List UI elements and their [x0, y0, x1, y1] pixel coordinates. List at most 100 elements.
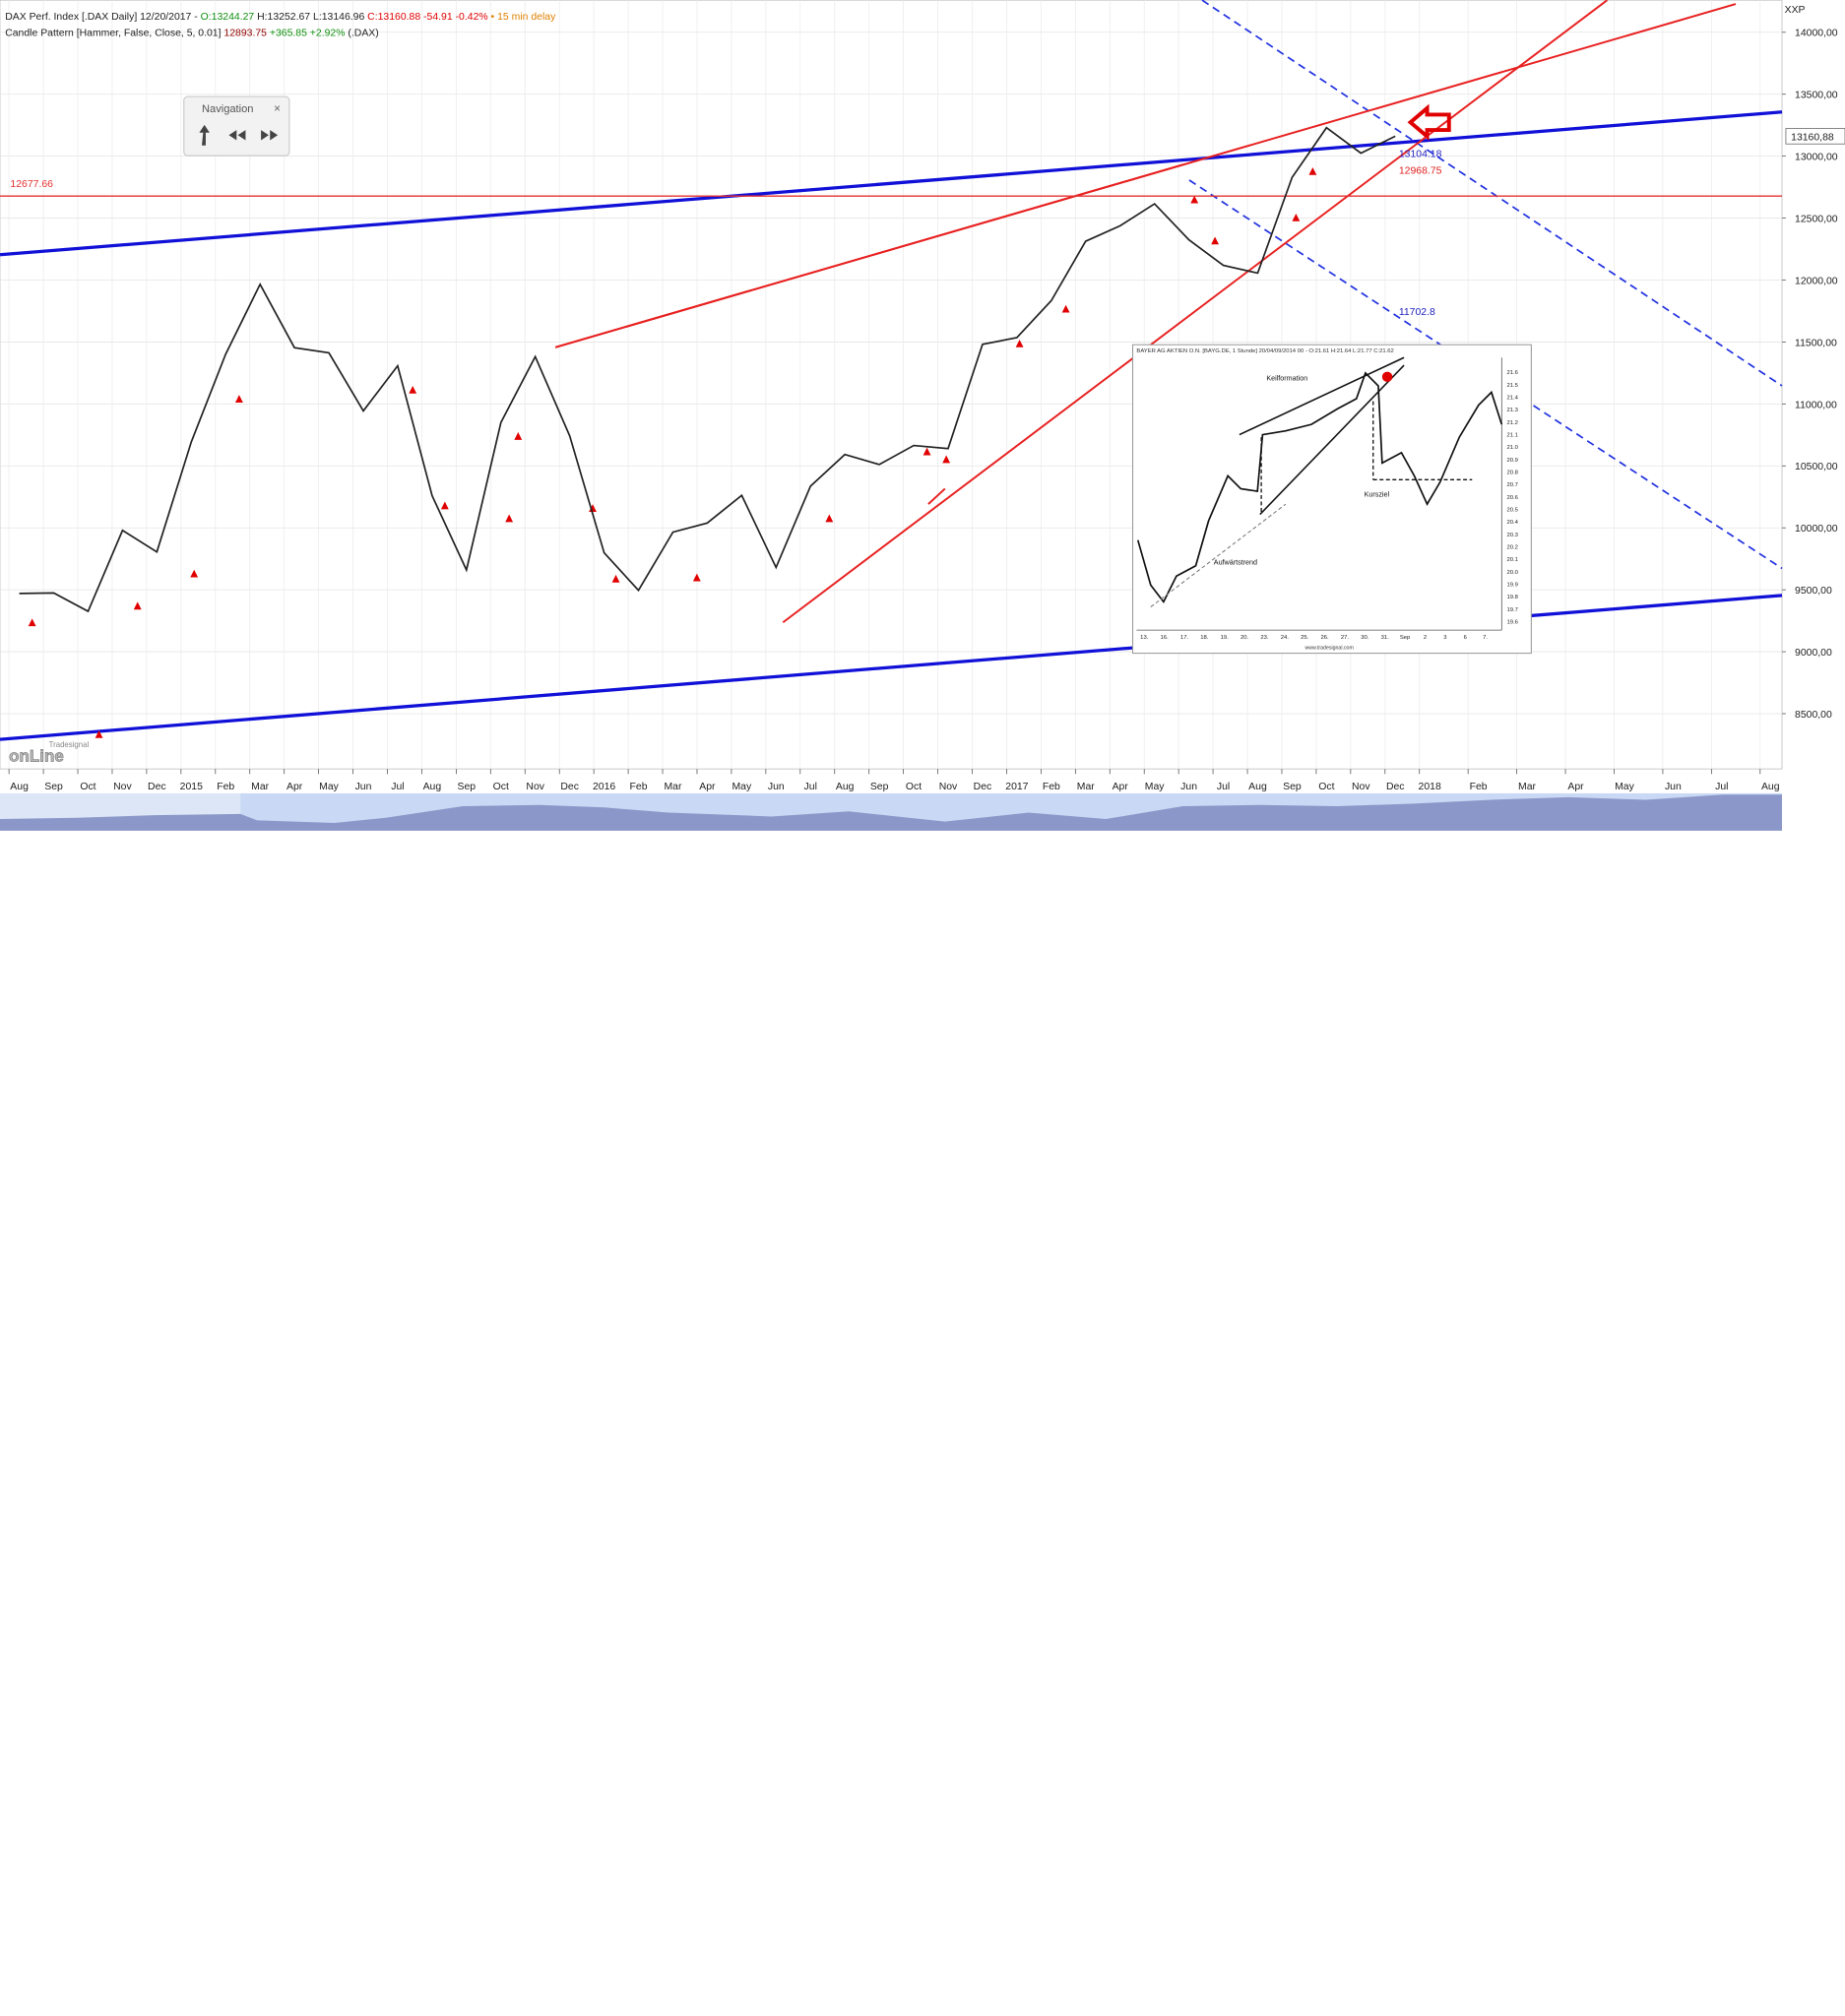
x-tick-label: Sep — [870, 782, 889, 792]
trend-line — [927, 487, 946, 505]
navigation-title: Navigation — [202, 103, 253, 115]
x-tick-label: Nov — [526, 782, 544, 792]
inset-y-label: 21.0 — [1507, 445, 1519, 451]
x-tick-label: Aug — [10, 782, 29, 792]
arrow-annotation — [1407, 103, 1451, 141]
header-line-2: Candle Pattern [Hammer, False, Close, 5,… — [5, 29, 379, 39]
x-tick-label: Feb — [630, 782, 648, 792]
low: L:13146.96 — [313, 12, 364, 23]
x-tick-label: Apr — [1567, 782, 1584, 792]
y-tick-label: 9000,00 — [1795, 648, 1832, 659]
x-tick-label: 2016 — [593, 782, 615, 792]
inset-label: Kursziel — [1365, 490, 1390, 498]
logo: Tradesignal onLine — [9, 740, 90, 766]
x-tick-label: Jun — [768, 782, 785, 792]
x-tick-label: 2017 — [1005, 782, 1028, 792]
inset-y-label: 20.7 — [1507, 482, 1518, 488]
navigation-close[interactable]: × — [274, 102, 281, 115]
inset-y-label: 20.1 — [1507, 557, 1518, 563]
inset-x-label: 26. — [1321, 635, 1330, 641]
x-tick-label: May — [1145, 782, 1165, 792]
inset-y-label: 20.5 — [1507, 508, 1519, 514]
x-tick-label: Jun — [355, 782, 372, 792]
x-tick-label: Jul — [1715, 782, 1728, 792]
inset-y-label: 20.9 — [1507, 458, 1518, 464]
x-tick-label: Dec — [560, 782, 579, 792]
nav-up-button[interactable] — [199, 124, 210, 146]
change-pct: -0.42% — [456, 12, 488, 23]
x-tick-label: Dec — [1386, 782, 1405, 792]
x-tick-label: Feb — [1470, 782, 1488, 792]
inset-title: BAYER AG AKTIEN O.N. [BAYG.DE, 1 Stunde]… — [1136, 348, 1393, 354]
nav-forward-button[interactable] — [261, 130, 279, 141]
x-tick-label: Aug — [423, 782, 442, 792]
x-tick-label: 2018 — [1419, 782, 1441, 792]
x-tick-label: Oct — [80, 782, 95, 792]
y-tick-label: 13500,00 — [1795, 91, 1838, 101]
x-tick-label: Jun — [1665, 782, 1682, 792]
inset-y-label: 21.3 — [1507, 408, 1518, 413]
y-tick-label: 11500,00 — [1795, 338, 1837, 348]
x-tick-label: Jul — [391, 782, 404, 792]
x-tick-label: Mar — [1518, 782, 1536, 792]
indicator-symbol: (.DAX) — [348, 29, 378, 39]
inset-x-label: 30. — [1361, 635, 1369, 641]
y-tick-label: 12500,00 — [1795, 214, 1838, 224]
x-tick-label: Dec — [974, 782, 992, 792]
x-tick-label: Nov — [1352, 782, 1370, 792]
x-tick-label: Feb — [1043, 782, 1060, 792]
logo-product: onLine — [9, 746, 64, 765]
price-line — [19, 126, 1396, 613]
inset-y-label: 21.1 — [1507, 433, 1518, 439]
annotation: 11702.8 — [1399, 307, 1435, 318]
inset-x-label: 17. — [1180, 635, 1189, 641]
x-tick-label: Mar — [1077, 782, 1095, 792]
x-tick-label: May — [319, 782, 339, 792]
indicator-value: 12893.75 — [223, 29, 267, 39]
inset-x-label: 13. — [1140, 635, 1149, 641]
inset-y-label: 19.9 — [1507, 583, 1518, 589]
date: 12/20/2017 - — [140, 12, 198, 23]
inset-x-label: 25. — [1301, 635, 1309, 641]
indicator: Candle Pattern [Hammer, False, Close, 5,… — [5, 29, 221, 39]
y-tick-label: 10500,00 — [1795, 462, 1838, 472]
inset-y-label: 19.7 — [1507, 607, 1518, 613]
annotation: 13104.18 — [1399, 150, 1442, 160]
inset-x-label: 16. — [1161, 635, 1170, 641]
series-layer — [0, 126, 1783, 613]
x-tick-label: Sep — [1283, 782, 1302, 792]
x-tick-label: Apr — [1113, 782, 1129, 792]
x-tick-label: Sep — [458, 782, 477, 792]
x-tick-label: May — [1615, 782, 1634, 792]
inset-wedge — [1239, 356, 1405, 436]
last-price-box — [1785, 128, 1845, 145]
x-tick-label: Dec — [148, 782, 166, 792]
y-tick-label: 12000,00 — [1795, 276, 1838, 286]
x-tick-label: Aug — [1761, 782, 1780, 792]
inset-source: www.tradesignal.com — [1305, 646, 1354, 652]
x-tick-label: Aug — [1248, 782, 1267, 792]
y-tick-label: 11000,00 — [1795, 400, 1837, 410]
trend-line — [782, 0, 1608, 624]
inset-y-label: 21.5 — [1507, 383, 1519, 389]
inset-x-label: 2 — [1424, 635, 1427, 641]
inset-label: Keilformation — [1266, 375, 1307, 383]
inset-x-label: 20. — [1241, 635, 1249, 641]
inset-x-label: 31. — [1381, 635, 1390, 641]
inset-y-label: 19.8 — [1507, 595, 1518, 600]
x-tick-label: Apr — [286, 782, 303, 792]
x-tick-label: 2015 — [180, 782, 203, 792]
inset-y-label: 21.4 — [1507, 396, 1519, 402]
navigation-box — [183, 95, 290, 157]
x-tick-label: Jul — [804, 782, 817, 792]
x-tick-label: Jul — [1217, 782, 1230, 792]
overview-area — [0, 794, 1783, 831]
nav-back-button[interactable] — [228, 130, 246, 141]
change: -54.91 — [423, 12, 453, 23]
inset-y-label: 20.0 — [1507, 570, 1519, 576]
y-tick-label: 14000,00 — [1795, 29, 1838, 39]
x-tick-label: Apr — [699, 782, 716, 792]
inset-y-label: 20.3 — [1507, 533, 1518, 538]
x-tick-label: Aug — [836, 782, 855, 792]
